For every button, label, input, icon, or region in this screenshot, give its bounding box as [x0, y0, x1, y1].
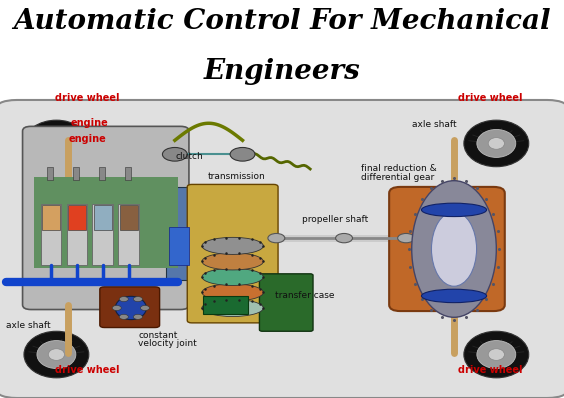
- Ellipse shape: [488, 138, 504, 149]
- Text: drive wheel: drive wheel: [55, 365, 120, 375]
- Ellipse shape: [202, 253, 263, 270]
- FancyBboxPatch shape: [389, 187, 505, 311]
- Circle shape: [162, 148, 187, 161]
- Bar: [169, 227, 189, 265]
- Text: axle shaft: axle shaft: [6, 320, 50, 330]
- Ellipse shape: [488, 349, 504, 360]
- Circle shape: [140, 306, 149, 310]
- Text: Automatic Control For Mechanical: Automatic Control For Mechanical: [13, 8, 551, 35]
- Ellipse shape: [49, 138, 64, 149]
- Text: transfer case: transfer case: [275, 291, 334, 300]
- Ellipse shape: [202, 237, 263, 254]
- Circle shape: [398, 234, 415, 243]
- FancyBboxPatch shape: [187, 184, 278, 323]
- Bar: [73, 167, 79, 180]
- Text: propeller shaft: propeller shaft: [302, 215, 368, 224]
- Bar: [125, 167, 131, 180]
- Ellipse shape: [24, 331, 89, 378]
- Text: engine: engine: [70, 118, 108, 128]
- FancyBboxPatch shape: [259, 274, 313, 331]
- Bar: [34, 177, 178, 267]
- Bar: [68, 205, 86, 230]
- Text: differential gear: differential gear: [361, 173, 434, 182]
- Bar: [41, 204, 61, 265]
- Bar: [99, 167, 105, 180]
- Ellipse shape: [202, 299, 263, 316]
- Bar: [67, 204, 87, 265]
- Text: drive wheel: drive wheel: [459, 94, 523, 103]
- Bar: [47, 167, 53, 180]
- Ellipse shape: [421, 289, 487, 302]
- Ellipse shape: [421, 203, 487, 217]
- Ellipse shape: [477, 129, 515, 158]
- Ellipse shape: [412, 181, 496, 317]
- Text: transmission: transmission: [208, 172, 265, 181]
- FancyBboxPatch shape: [23, 127, 189, 310]
- Bar: [42, 205, 60, 230]
- Ellipse shape: [37, 129, 76, 158]
- Text: final reduction &: final reduction &: [361, 164, 437, 173]
- Text: velocity joint: velocity joint: [138, 339, 197, 348]
- Ellipse shape: [202, 268, 263, 285]
- Circle shape: [336, 234, 352, 243]
- Bar: [120, 205, 138, 230]
- FancyBboxPatch shape: [100, 287, 160, 328]
- Ellipse shape: [37, 341, 76, 369]
- Bar: [203, 296, 248, 314]
- Circle shape: [112, 306, 121, 310]
- Ellipse shape: [49, 349, 64, 360]
- Ellipse shape: [431, 212, 477, 286]
- Ellipse shape: [116, 297, 147, 320]
- Ellipse shape: [464, 331, 529, 378]
- Bar: [92, 204, 113, 265]
- Ellipse shape: [464, 120, 529, 167]
- Circle shape: [120, 314, 129, 319]
- Ellipse shape: [24, 120, 89, 167]
- Ellipse shape: [202, 284, 263, 301]
- Bar: [118, 204, 139, 265]
- Ellipse shape: [477, 341, 515, 369]
- FancyBboxPatch shape: [0, 100, 564, 398]
- Text: constant: constant: [138, 332, 178, 340]
- Text: clutch: clutch: [176, 152, 204, 161]
- Bar: [166, 187, 192, 280]
- Circle shape: [230, 148, 255, 161]
- Circle shape: [120, 297, 129, 302]
- Text: drive wheel: drive wheel: [55, 94, 120, 103]
- Text: Engineers: Engineers: [204, 58, 360, 85]
- Text: axle shaft: axle shaft: [412, 120, 456, 129]
- Circle shape: [134, 297, 143, 302]
- Text: engine: engine: [69, 134, 106, 144]
- Bar: [94, 205, 112, 230]
- Text: drive wheel: drive wheel: [459, 365, 523, 375]
- Circle shape: [133, 314, 142, 319]
- Circle shape: [268, 234, 285, 243]
